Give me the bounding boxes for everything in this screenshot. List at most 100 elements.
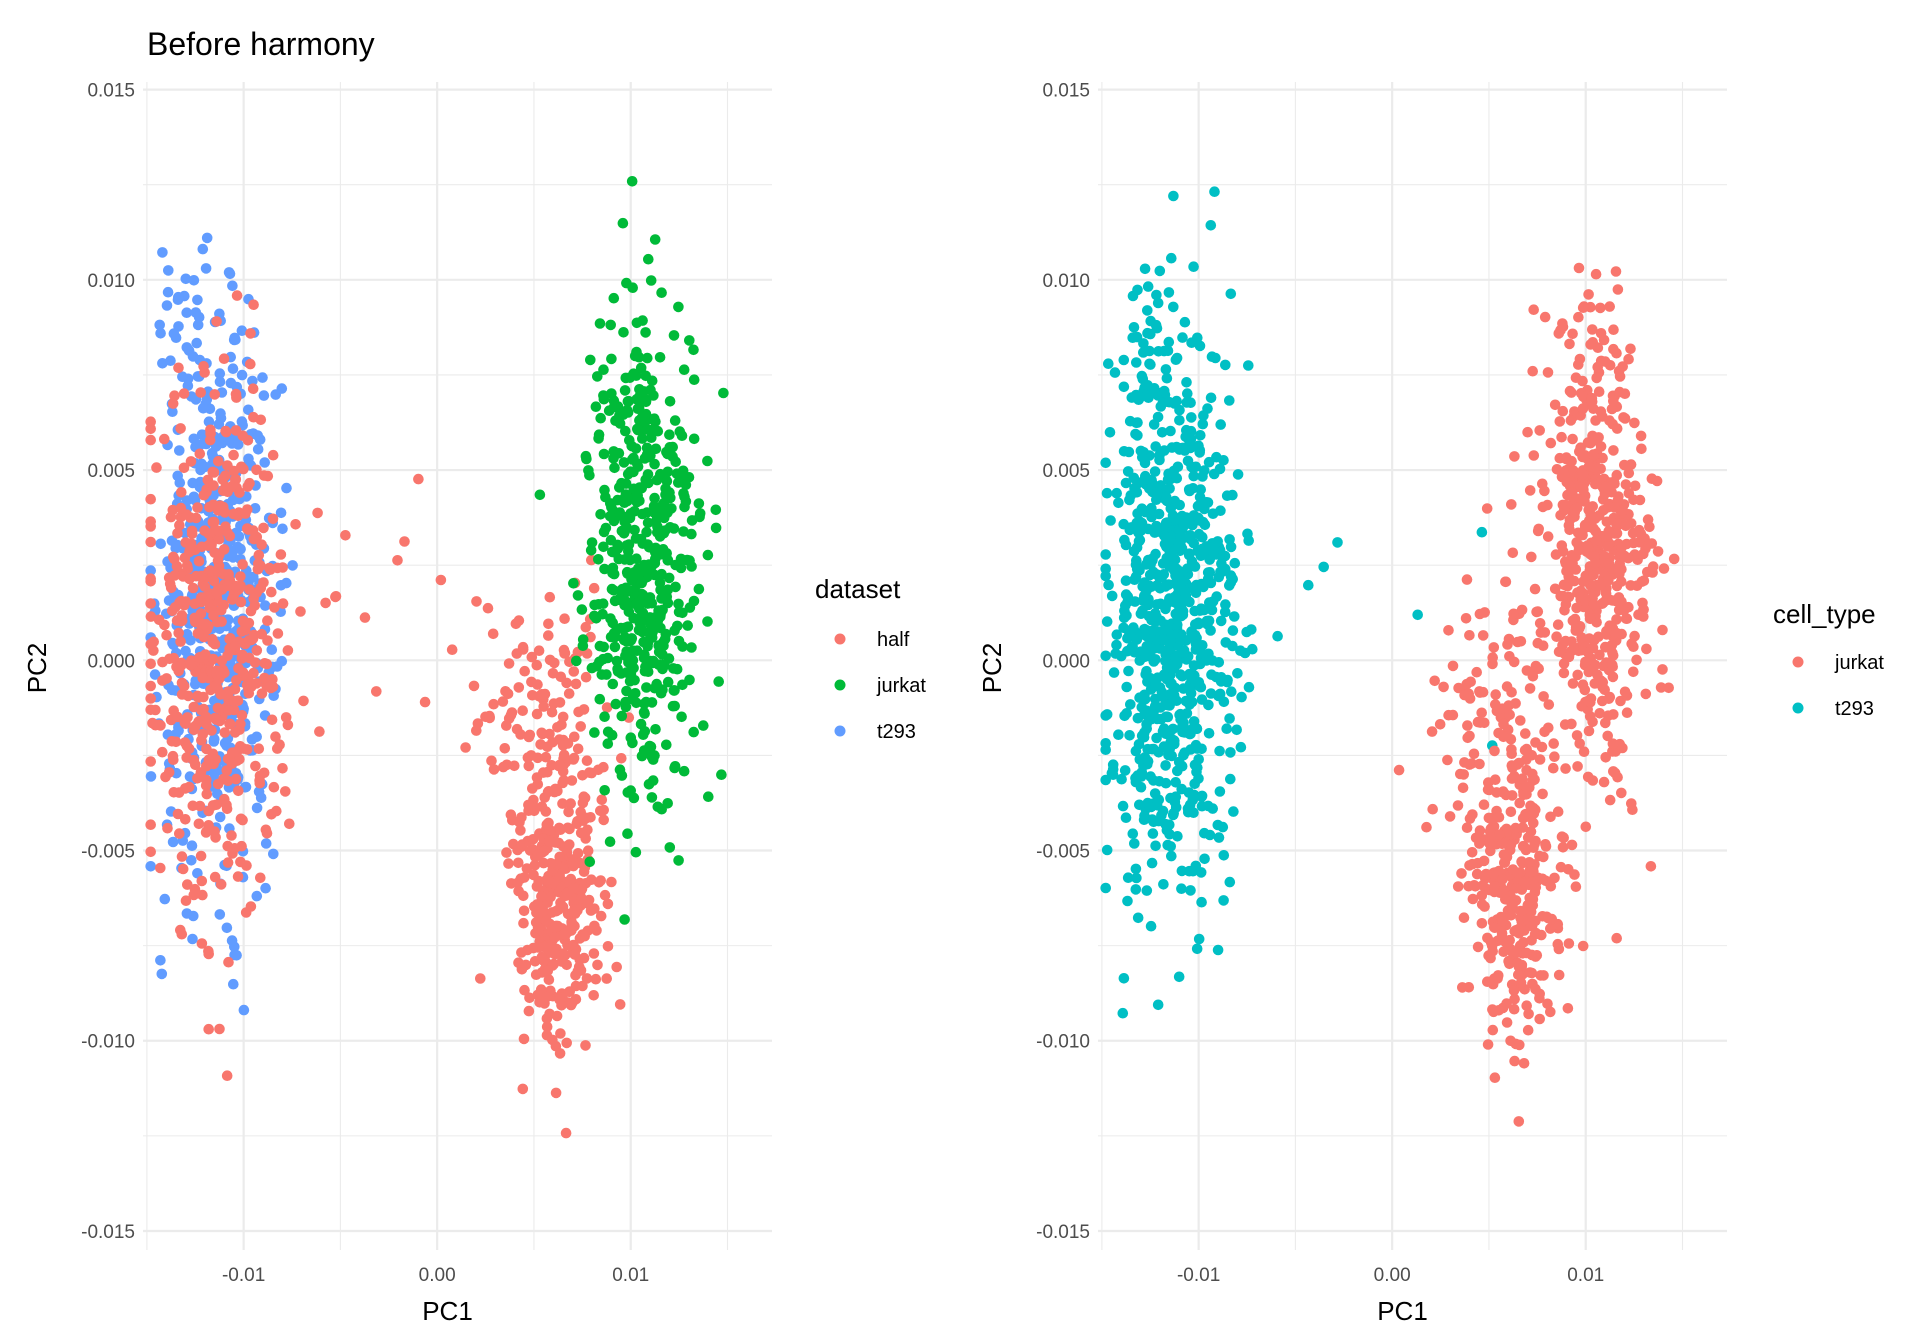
point-t293 (1160, 760, 1171, 771)
point-jurkat (682, 620, 693, 631)
point-jurkat (1562, 1003, 1574, 1014)
point-half (180, 814, 191, 825)
point-half (157, 656, 168, 668)
point-half (564, 839, 575, 850)
point-jurkat (1490, 774, 1501, 785)
point-half (536, 951, 548, 963)
point-t293 (1218, 895, 1229, 906)
point-jurkat (1574, 586, 1585, 598)
point-t293 (1129, 838, 1140, 849)
point-jurkat (1559, 605, 1570, 616)
point-half (250, 760, 261, 772)
point-half (576, 812, 587, 823)
point-jurkat (1572, 502, 1583, 513)
point-half (192, 773, 203, 784)
point-t293 (1168, 190, 1179, 202)
point-t293 (1196, 790, 1208, 802)
point-jurkat (1489, 886, 1500, 898)
point-half (162, 822, 173, 834)
point-jurkat (612, 666, 624, 677)
point-jurkat (658, 528, 670, 539)
point-half (267, 449, 279, 461)
point-t293 (1144, 569, 1156, 581)
point-t293 (201, 394, 213, 405)
point-half (538, 701, 549, 712)
point-half (238, 743, 249, 754)
point-half (267, 513, 279, 525)
point-jurkat (662, 466, 674, 478)
point-t293 (1159, 530, 1170, 541)
point-t293 (157, 358, 168, 369)
point-jurkat (669, 700, 680, 712)
point-half (505, 809, 517, 820)
points (1100, 186, 1680, 1127)
y-axis-title: PC2 (977, 643, 1007, 694)
point-t293 (1193, 617, 1204, 629)
point-half (201, 788, 213, 800)
point-jurkat (1557, 842, 1569, 853)
point-jurkat (598, 526, 610, 538)
point-t293 (1141, 705, 1153, 717)
point-jurkat (627, 737, 638, 749)
point-jurkat (631, 394, 642, 405)
point-t293 (1174, 404, 1185, 416)
point-jurkat (606, 353, 617, 365)
point-half (566, 775, 578, 786)
point-jurkat (1520, 781, 1532, 792)
point-jurkat (1590, 268, 1602, 280)
point-t293 (1199, 465, 1210, 476)
point-half (203, 528, 215, 540)
point-t293 (1101, 616, 1113, 627)
point-t293 (258, 390, 270, 401)
point-half (174, 519, 185, 531)
point-t293 (1150, 840, 1161, 852)
point-half (538, 857, 549, 869)
point-half (312, 507, 323, 519)
point-half (565, 798, 576, 809)
point-jurkat (1443, 625, 1454, 636)
point-t293 (1168, 301, 1179, 313)
point-half (222, 857, 234, 868)
point-jurkat (1524, 485, 1536, 496)
point-jurkat (1522, 1024, 1534, 1036)
point-t293 (277, 523, 288, 535)
point-jurkat (1617, 742, 1628, 754)
point-jurkat (611, 624, 623, 636)
point-t293 (1146, 511, 1157, 523)
point-t293 (1182, 455, 1194, 467)
point-jurkat (678, 488, 689, 499)
point-jurkat (1504, 709, 1515, 721)
point-t293 (187, 933, 198, 945)
point-jurkat (620, 635, 632, 647)
point-jurkat (1526, 551, 1537, 563)
point-t293 (1171, 695, 1182, 706)
point-half (192, 628, 204, 639)
point-t293 (168, 328, 180, 339)
point-jurkat (640, 696, 652, 708)
y-tick-label: 0.015 (1042, 81, 1090, 102)
point-t293 (1143, 611, 1155, 622)
point-jurkat (1474, 838, 1485, 849)
point-t293 (1158, 879, 1169, 890)
point-half (245, 358, 256, 370)
point-jurkat (1609, 478, 1620, 490)
x-tick-label: 0.01 (1567, 1265, 1604, 1286)
point-t293 (1148, 743, 1159, 755)
point-t293 (1176, 865, 1188, 877)
point-jurkat (1585, 339, 1596, 350)
point-t293 (268, 848, 279, 860)
point-t293 (251, 890, 263, 902)
point-jurkat (1476, 918, 1488, 929)
point-half (534, 997, 545, 1008)
point-half (359, 612, 371, 623)
point-half (527, 690, 538, 701)
point-t293 (1141, 585, 1152, 596)
point-half (592, 959, 603, 971)
point-t293 (1191, 943, 1203, 955)
point-half (256, 688, 268, 699)
point-jurkat (1580, 656, 1591, 668)
point-jurkat (641, 442, 653, 454)
point-jurkat (1496, 838, 1508, 850)
point-jurkat (592, 371, 603, 382)
point-half (541, 875, 553, 887)
